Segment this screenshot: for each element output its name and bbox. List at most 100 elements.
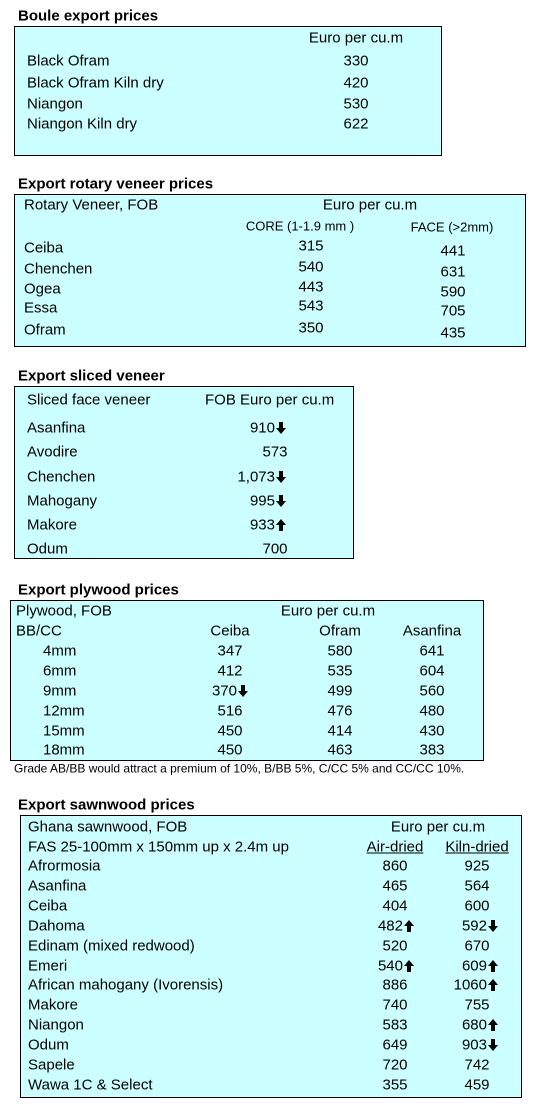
price: 465	[382, 877, 408, 895]
row-label: Niangon	[27, 95, 83, 113]
trend-arrow-down	[488, 1039, 498, 1052]
row-label: African mahogany (Ivorensis)	[28, 976, 224, 994]
column-subheader: Air-dried	[366, 838, 424, 856]
section-title: Export rotary veneer prices	[18, 175, 214, 193]
price: 441	[440, 242, 466, 260]
sliced-box	[14, 386, 354, 559]
price: 720	[382, 1056, 408, 1074]
price: 540	[298, 258, 324, 276]
price: 463	[327, 741, 353, 759]
price: 355	[382, 1076, 408, 1094]
section-title: Boule export prices	[18, 7, 159, 25]
plywood-box	[10, 600, 484, 761]
row-label: Afrormosia	[28, 857, 101, 875]
price: 450	[217, 741, 243, 759]
section-title: Export sliced veneer	[18, 367, 165, 385]
price: 925	[464, 857, 490, 875]
price: 580	[327, 642, 353, 660]
price: 347	[217, 642, 243, 660]
price: 700	[262, 540, 288, 558]
trend-arrow-up	[404, 959, 414, 972]
price: 480	[419, 702, 445, 720]
row-label: Chenchen	[27, 468, 96, 486]
column-header: Euro per cu.m	[322, 196, 418, 214]
row-label: Ogea	[24, 280, 61, 298]
section-title: Export plywood prices	[18, 581, 179, 599]
price: 670	[464, 937, 490, 955]
price: 604	[419, 662, 445, 680]
column-header: Euro per cu.m	[308, 29, 404, 47]
price: 530	[343, 95, 369, 113]
row-label: Dahoma	[28, 917, 85, 935]
price: 609	[461, 957, 487, 974]
boule-box	[14, 26, 442, 156]
price: 435	[440, 324, 466, 342]
price: 649	[382, 1036, 408, 1054]
row-label: Sapele	[28, 1056, 75, 1074]
column-header: Euro per cu.m	[390, 818, 486, 836]
price: 742	[464, 1056, 490, 1074]
column-subheader: Asanfina	[402, 622, 462, 640]
trend-arrow-up	[488, 979, 498, 992]
trend-arrow-down	[276, 471, 286, 483]
row-label: Wawa 1C & Select	[28, 1076, 153, 1094]
row-label: 18mm	[43, 741, 85, 759]
row-label: Odum	[27, 540, 68, 558]
column-header: Euro per cu.m	[280, 602, 376, 620]
row-label: Asanfina	[27, 419, 86, 437]
price: 459	[464, 1076, 490, 1094]
trend-arrow-up	[276, 519, 286, 531]
row-label: Asanfina	[28, 877, 87, 895]
row-label: 9mm	[43, 682, 77, 700]
price: 520	[382, 937, 408, 955]
row-label: Odum	[28, 1036, 69, 1054]
trend-arrow-down	[276, 422, 286, 434]
footnote: Grade AB/BB would attract a premium of 1…	[14, 761, 465, 776]
row-label: Ceiba	[24, 239, 64, 257]
trend-arrow-up	[404, 919, 414, 932]
price: 430	[419, 722, 445, 740]
trend-arrow-up	[488, 959, 498, 972]
row-label: Emeri	[28, 957, 68, 974]
row-label: Edinam (mixed redwood)	[28, 937, 195, 955]
price: 910	[249, 419, 275, 437]
price: 573	[262, 443, 288, 461]
section-title: Export sawnwood prices	[18, 796, 195, 814]
price: 404	[382, 897, 408, 915]
column-header: FOB Euro per cu.m	[205, 391, 335, 409]
price: 443	[298, 278, 324, 296]
price: 740	[382, 996, 408, 1014]
price: 641	[419, 642, 445, 660]
row-label: 6mm	[43, 662, 77, 680]
price: 622	[343, 115, 369, 133]
row-label: Ceiba	[28, 897, 68, 915]
price: 412	[217, 662, 243, 680]
trend-arrow-down	[488, 919, 498, 932]
trend-arrow-down	[276, 495, 286, 507]
trend-arrow-up	[488, 1019, 498, 1032]
row-label: Makore	[27, 516, 78, 534]
row-label: Niangon	[28, 1016, 84, 1034]
row-label: Black Ofram	[27, 52, 110, 70]
column-header: Rotary Veneer, FOB	[24, 196, 159, 214]
column-subheader: CORE (1-1.9 mm )	[245, 218, 355, 234]
sawnwood-box	[20, 815, 522, 1098]
price: 903	[461, 1036, 487, 1054]
row-label: Essa	[24, 299, 58, 317]
row-label: Niangon Kiln dry	[27, 115, 138, 133]
price: 482	[377, 917, 403, 935]
price: 315	[298, 237, 324, 255]
row-label: Ofram	[24, 321, 66, 339]
column-subheader: FAS 25-100mm x 150mm up x 2.4m up	[28, 838, 289, 856]
column-subheader: FACE (>2mm)	[410, 219, 494, 235]
price: 560	[419, 682, 445, 700]
price: 370	[211, 682, 237, 700]
row-label: Makore	[28, 996, 79, 1014]
row-label: 4mm	[43, 642, 77, 660]
price: 680	[461, 1016, 487, 1034]
price: 600	[464, 897, 490, 915]
price: 860	[382, 857, 408, 875]
price: 383	[419, 741, 445, 759]
price: 755	[464, 996, 490, 1014]
